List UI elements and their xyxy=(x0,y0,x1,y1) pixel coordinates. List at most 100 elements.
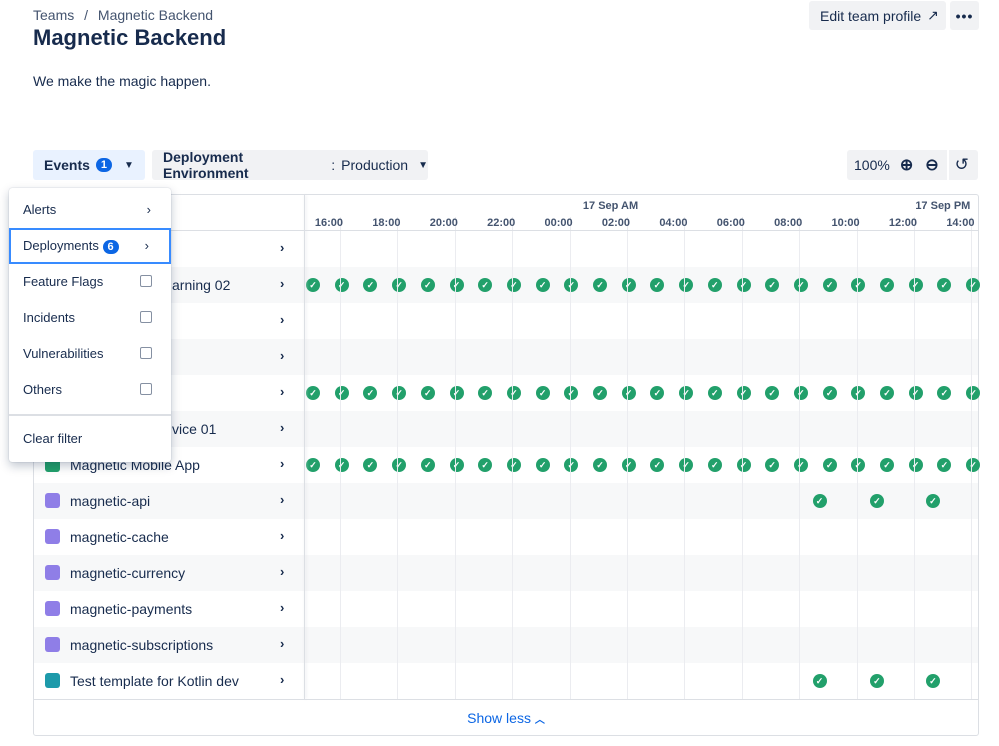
deployment-success-icon[interactable]: ✓ xyxy=(535,386,550,400)
events-filter-button[interactable]: Events 1 ▼ xyxy=(33,150,145,180)
deployment-success-icon[interactable]: ✓ xyxy=(535,278,550,292)
deployment-success-icon[interactable]: ✓ xyxy=(937,386,952,400)
deployment-success-icon[interactable]: ✓ xyxy=(822,278,837,292)
deployment-success-icon[interactable]: ✓ xyxy=(363,458,378,472)
deployment-success-icon[interactable]: ✓ xyxy=(621,386,636,400)
table-row[interactable]: › xyxy=(34,303,978,339)
table-row[interactable]: magnetic-subscriptions › xyxy=(34,627,978,663)
table-row[interactable]: › ✓ ✓ ✓ ✓ ✓ ✓ ✓ ✓ ✓ ✓ ✓ ✓ ✓ ✓ ✓ ✓ ✓ ✓ ✓ ✓ ✓ ✓ ✓ ✓ xyxy=(34,375,981,411)
table-row[interactable]: magnetic-api › ✓ ✓ ✓ xyxy=(34,483,978,519)
reset-icon[interactable]: ↺ xyxy=(954,155,969,174)
table-row[interactable]: arning 02 › ✓ ✓ ✓ ✓ ✓ ✓ ✓ ✓ ✓ ✓ ✓ ✓ ✓ ✓ ✓ ✓ ✓ ✓ ✓ ✓ ✓ ✓ ✓ ✓ xyxy=(34,267,981,303)
deployment-success-icon[interactable]: ✓ xyxy=(736,386,751,400)
deployment-success-icon[interactable]: ✓ xyxy=(707,386,722,400)
deployment-success-icon[interactable]: ✓ xyxy=(506,278,521,292)
chevron-right-icon[interactable]: › xyxy=(280,564,285,579)
table-row[interactable]: vice 01 › xyxy=(34,411,978,447)
deployment-success-icon[interactable]: ✓ xyxy=(736,278,751,292)
deployment-success-icon[interactable]: ✓ xyxy=(937,278,952,292)
menu-item-others[interactable]: Others xyxy=(9,372,171,408)
deployment-success-icon[interactable]: ✓ xyxy=(851,278,866,292)
deployment-success-icon[interactable]: ✓ xyxy=(925,494,940,508)
deployment-success-icon[interactable]: ✓ xyxy=(793,458,808,472)
deployment-success-icon[interactable]: ✓ xyxy=(593,386,607,400)
deployment-success-icon[interactable]: ✓ xyxy=(650,458,665,472)
deployment-success-icon[interactable]: ✓ xyxy=(812,494,827,508)
deployment-success-icon[interactable]: ✓ xyxy=(449,458,464,472)
deployment-success-icon[interactable]: ✓ xyxy=(392,386,407,400)
deployment-success-icon[interactable]: ✓ xyxy=(621,458,636,472)
chevron-right-icon[interactable]: › xyxy=(280,528,285,543)
checkbox[interactable] xyxy=(140,347,152,359)
table-row[interactable]: › xyxy=(34,231,978,267)
deployment-success-icon[interactable]: ✓ xyxy=(869,674,884,688)
edit-team-profile-button[interactable]: Edit team profile ↗ xyxy=(809,1,946,30)
chevron-right-icon[interactable]: › xyxy=(280,420,285,435)
deployment-success-icon[interactable]: ✓ xyxy=(506,386,521,400)
deployment-success-icon[interactable]: ✓ xyxy=(650,386,665,400)
deployment-success-icon[interactable]: ✓ xyxy=(908,278,923,292)
menu-item-alerts[interactable]: Alerts › xyxy=(9,192,171,228)
deployment-success-icon[interactable]: ✓ xyxy=(822,386,837,400)
deployment-success-icon[interactable]: ✓ xyxy=(334,458,349,472)
deployment-success-icon[interactable]: ✓ xyxy=(306,458,320,472)
deployment-success-icon[interactable]: ✓ xyxy=(908,458,923,472)
deployment-success-icon[interactable]: ✓ xyxy=(564,278,579,292)
deployment-success-icon[interactable]: ✓ xyxy=(679,386,694,400)
table-row[interactable]: magnetic-currency › xyxy=(34,555,978,591)
menu-item-feature-flags[interactable]: Feature Flags xyxy=(9,264,171,300)
table-row[interactable]: magnetic-payments › xyxy=(34,591,978,627)
deployment-success-icon[interactable]: ✓ xyxy=(593,458,607,472)
deployment-success-icon[interactable]: ✓ xyxy=(334,386,349,400)
chevron-right-icon[interactable]: › xyxy=(280,492,285,507)
deployment-success-icon[interactable]: ✓ xyxy=(966,458,981,472)
menu-item-deployments[interactable]: Deployments 6 › xyxy=(9,228,171,264)
deployment-success-icon[interactable]: ✓ xyxy=(679,458,694,472)
deployment-success-icon[interactable]: ✓ xyxy=(478,458,493,472)
deployment-success-icon[interactable]: ✓ xyxy=(478,386,493,400)
checkbox[interactable] xyxy=(140,311,152,323)
deployment-success-icon[interactable]: ✓ xyxy=(593,278,607,292)
deployment-success-icon[interactable]: ✓ xyxy=(966,386,981,400)
menu-item-vulnerabilities[interactable]: Vulnerabilities xyxy=(9,336,171,372)
deployment-success-icon[interactable]: ✓ xyxy=(392,458,407,472)
chevron-right-icon[interactable]: › xyxy=(280,348,285,363)
deployment-success-icon[interactable]: ✓ xyxy=(851,458,866,472)
menu-item-incidents[interactable]: Incidents xyxy=(9,300,171,336)
table-row[interactable]: › xyxy=(34,339,978,375)
deployment-success-icon[interactable]: ✓ xyxy=(765,458,780,472)
deployment-success-icon[interactable]: ✓ xyxy=(880,278,894,292)
deployment-success-icon[interactable]: ✓ xyxy=(535,458,550,472)
chevron-right-icon[interactable]: › xyxy=(280,276,285,291)
deployment-success-icon[interactable]: ✓ xyxy=(449,278,464,292)
deployment-success-icon[interactable]: ✓ xyxy=(506,458,521,472)
clear-filter-item[interactable]: Clear filter xyxy=(23,431,83,446)
environment-filter-button[interactable]: Deployment Environment: Production ▼ xyxy=(152,149,428,181)
deployment-success-icon[interactable]: ✓ xyxy=(679,278,694,292)
breadcrumb-current[interactable]: Magnetic Backend xyxy=(97,7,214,23)
deployment-success-icon[interactable]: ✓ xyxy=(420,458,435,472)
deployment-success-icon[interactable]: ✓ xyxy=(564,386,579,400)
table-row[interactable]: Test template for Kotlin dev › ✓ ✓ ✓ xyxy=(34,663,978,699)
deployment-success-icon[interactable]: ✓ xyxy=(564,458,579,472)
deployment-success-icon[interactable]: ✓ xyxy=(363,386,378,400)
deployment-success-icon[interactable]: ✓ xyxy=(793,386,808,400)
deployment-success-icon[interactable]: ✓ xyxy=(880,386,894,400)
deployment-success-icon[interactable]: ✓ xyxy=(707,278,722,292)
deployment-success-icon[interactable]: ✓ xyxy=(851,386,866,400)
deployment-success-icon[interactable]: ✓ xyxy=(765,386,780,400)
chevron-right-icon[interactable]: › xyxy=(280,600,285,615)
deployment-success-icon[interactable]: ✓ xyxy=(420,386,435,400)
chevron-right-icon[interactable]: › xyxy=(280,672,285,687)
deployment-success-icon[interactable]: ✓ xyxy=(822,458,837,472)
checkbox[interactable] xyxy=(140,383,152,395)
zoom-out-icon[interactable]: ⊖ xyxy=(925,157,939,174)
deployment-success-icon[interactable]: ✓ xyxy=(765,278,780,292)
more-actions-button[interactable]: ••• xyxy=(950,1,979,30)
deployment-success-icon[interactable]: ✓ xyxy=(869,494,884,508)
chevron-right-icon[interactable]: › xyxy=(280,636,285,651)
deployment-success-icon[interactable]: ✓ xyxy=(306,278,320,292)
show-less-button[interactable]: Show less ︿ xyxy=(34,699,978,735)
deployment-success-icon[interactable]: ✓ xyxy=(363,278,378,292)
zoom-in-icon[interactable]: ⊕ xyxy=(899,157,914,174)
